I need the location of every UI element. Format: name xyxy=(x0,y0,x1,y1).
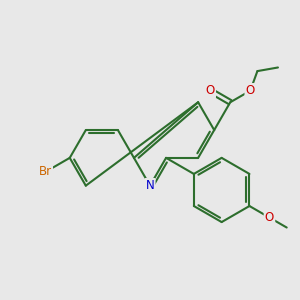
Text: O: O xyxy=(206,84,215,97)
Text: Br: Br xyxy=(39,166,52,178)
Text: O: O xyxy=(265,211,274,224)
Text: O: O xyxy=(246,84,255,97)
Text: N: N xyxy=(146,179,154,192)
